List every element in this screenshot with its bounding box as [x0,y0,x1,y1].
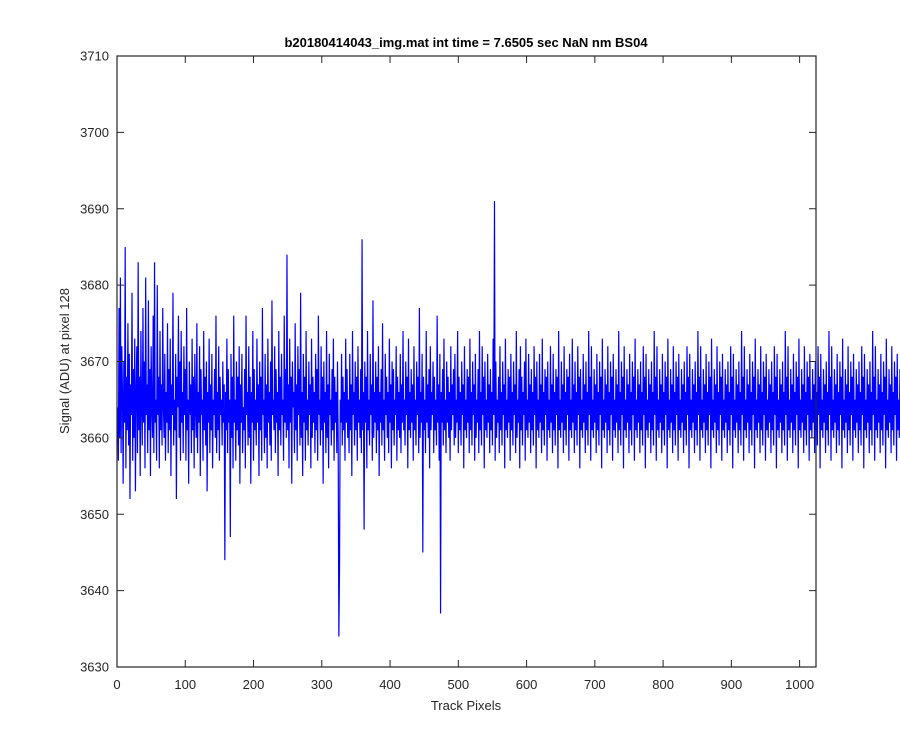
x-tick-label: 900 [721,677,743,692]
y-tick-label: 3690 [80,201,109,216]
y-tick-label: 3700 [80,125,109,140]
x-axis-label: Track Pixels [431,698,502,713]
x-tick-label: 300 [311,677,333,692]
x-tick-label: 500 [447,677,469,692]
y-tick-label: 3660 [80,430,109,445]
y-tick-label: 3650 [80,507,109,522]
series-line-0 [117,201,900,637]
y-axis-label: Signal (ADU) at pixel 128 [57,288,72,434]
y-tick-label: 3630 [80,660,109,675]
y-axis-ticks: 3630 3640 3650 3660 3670 3680 3690 3700 3710 [80,49,816,675]
x-tick-label: 800 [652,677,674,692]
y-tick-label: 3680 [80,278,109,293]
y-tick-label: 3710 [80,49,109,64]
x-axis-ticks: 0 100 200 300 400 500 600 700 800 900 1000 [113,56,814,692]
x-tick-label: 200 [243,677,265,692]
x-tick-label: 1000 [785,677,814,692]
y-tick-label: 3670 [80,354,109,369]
chart-title: b20180414043_img.mat int time = 7.6505 s… [284,35,648,50]
x-tick-label: 100 [174,677,196,692]
y-tick-label: 3640 [80,583,109,598]
x-tick-label: 0 [113,677,120,692]
x-tick-label: 700 [584,677,606,692]
series-layer [117,201,900,637]
x-tick-label: 600 [516,677,538,692]
x-tick-label: 400 [379,677,401,692]
